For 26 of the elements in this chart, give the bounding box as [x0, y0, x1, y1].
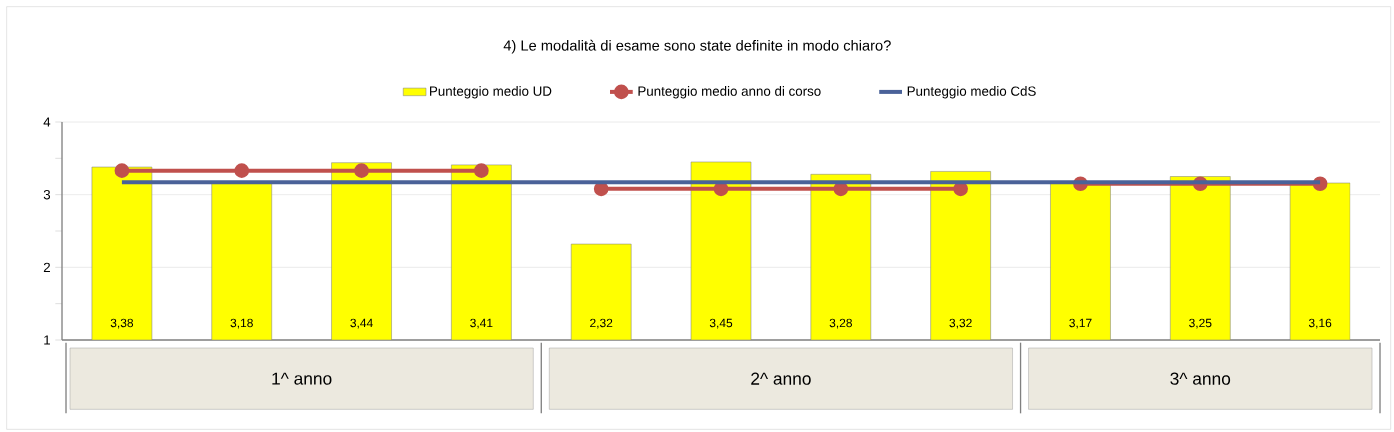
data-label: 3,32 [949, 318, 972, 329]
y-tick-label: 1 [44, 335, 50, 345]
data-label: 3,38 [110, 318, 134, 329]
y-tick-label: 3 [43, 189, 51, 200]
point [234, 163, 250, 179]
data-label: 3,28 [829, 318, 852, 329]
data-label: 3,25 [1189, 318, 1212, 329]
text: 3^ anno [1170, 372, 1231, 385]
y-tick-label: 4 [43, 117, 51, 127]
text: 1^ anno [272, 372, 332, 385]
point [114, 163, 130, 179]
data-label: 3,18 [230, 318, 253, 329]
data-label: 2,32 [590, 318, 613, 329]
y-tick-label: 2 [43, 262, 50, 272]
data-label: 3,41 [470, 318, 493, 329]
data-label: 3,17 [1069, 318, 1092, 329]
chart-title: 4) Le modalità di esame sono state definite in modo chiaro? [503, 39, 891, 54]
point [474, 163, 489, 179]
legend-label: Punteggio medio anno di corso [638, 86, 821, 99]
legend-label: Punteggio medio UD [430, 86, 552, 99]
data-label: 3,45 [709, 318, 733, 329]
text: 2^ anno [751, 372, 811, 385]
point [354, 163, 369, 179]
legend-label: Punteggio medio CdS [907, 86, 1036, 99]
data-label: 3,44 [350, 318, 373, 329]
data-label: 3,16 [1308, 318, 1332, 329]
